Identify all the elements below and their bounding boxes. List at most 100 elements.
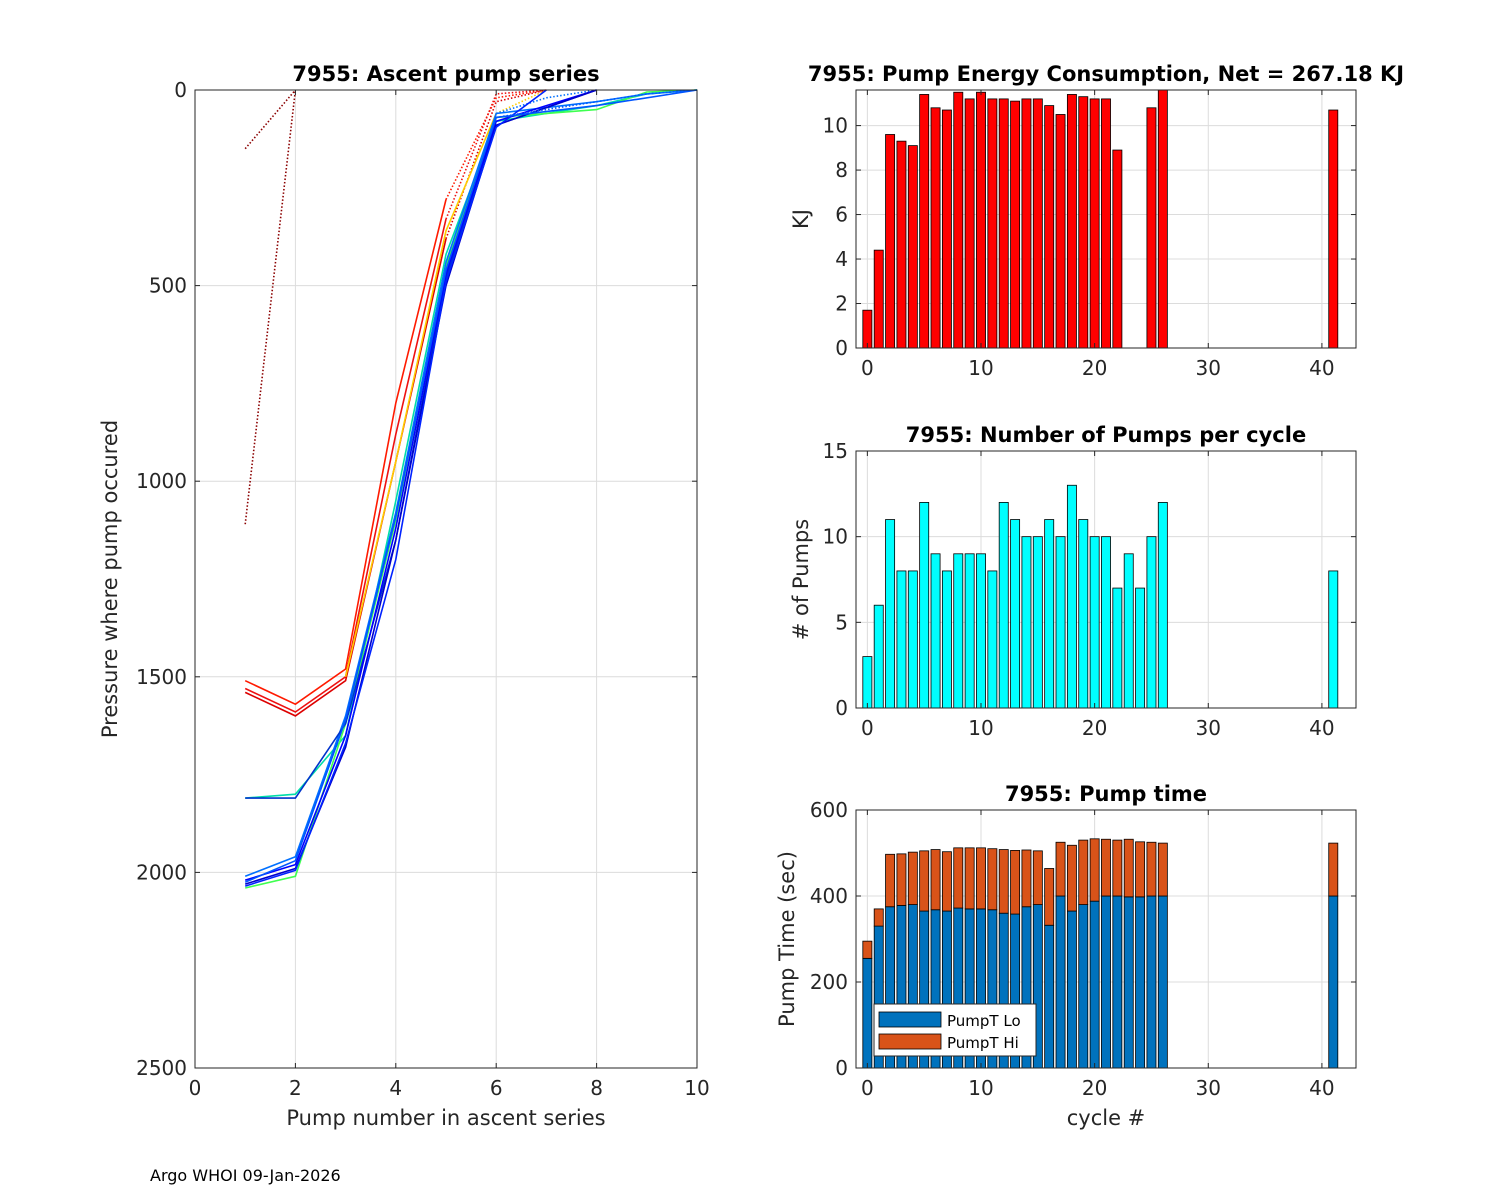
series-group [244,89,698,889]
bar-cycle-16 [1044,105,1055,349]
bar-cycle-24 [1135,587,1146,709]
series-line-c6d [495,89,547,115]
bar-cycle-3 [896,570,907,709]
bar-pumpt-hi-cycle-21 [1101,838,1111,897]
y-tick-label: 500 [149,274,187,298]
bar-cycle-20 [1089,98,1100,349]
series-line-c3d [445,89,547,200]
y-tick-label: 0 [835,336,848,360]
x-tick-label: 40 [1309,1076,1334,1100]
bar-cycle-15 [1032,536,1043,709]
bar-pumpt-hi-cycle-15 [1032,850,1043,905]
bar-pumpt-hi-cycle-5 [919,850,930,912]
x-tick-label: 10 [968,1076,993,1100]
bar-cycle-15 [1032,98,1043,349]
bar-cycle-10 [976,553,986,709]
y-tick-label: 5 [835,610,848,634]
bars-group [862,89,1339,349]
bar-pumpt-hi-cycle-3 [896,853,907,906]
x-tick-label: 10 [968,356,993,380]
bar-pumpt-lo-cycle-20 [1089,900,1100,1069]
bar-cycle-9 [964,553,975,709]
bar-pumpt-hi-cycle-11 [987,848,998,911]
y-tick-label: 600 [810,798,848,822]
bar-pumpt-lo-cycle-41 [1328,895,1339,1069]
bar-cycle-19 [1078,96,1089,349]
y-tick-label: 0 [174,78,187,102]
chart-title: 7955: Ascent pump series [292,62,599,86]
bar-cycle-1 [873,249,884,349]
x-tick-label: 6 [490,1076,503,1100]
y-tick-label: 1000 [136,469,187,493]
bar-cycle-6 [930,553,941,709]
bar-pumpt-lo-cycle-23 [1123,896,1134,1069]
series-line-c1 [244,89,297,525]
bar-pumpt-hi-cycle-23 [1123,838,1134,898]
legend-label-1: PumpT Hi [947,1034,1019,1052]
legend-label-0: PumpT Lo [947,1012,1021,1030]
bar-pumpt-lo-cycle-22 [1112,895,1123,1069]
y-tick-label: 2 [835,292,848,316]
y-axis-label: # of Pumps [789,519,813,641]
x-tick-label: 0 [861,716,874,740]
x-tick-label: 2 [289,1076,302,1100]
bar-cycle-4 [907,145,918,349]
y-tick-label: 0 [835,696,848,720]
bar-pumpt-lo-cycle-25 [1146,895,1157,1069]
bar-cycle-17 [1055,114,1066,349]
bar-cycle-16 [1044,519,1055,709]
series-line-c3 [244,199,447,706]
bar-cycle-14 [1021,98,1032,349]
series-line-c13 [244,89,547,887]
y-tick-label: 8 [835,158,848,182]
bar-pumpt-hi-cycle-18 [1066,844,1077,912]
bar-pumpt-hi-cycle-12 [998,849,1009,914]
legend: PumpT Lo PumpT Hi [873,1003,1037,1057]
bar-pumpt-hi-cycle-10 [976,847,986,910]
bar-cycle-13 [1010,100,1021,349]
y-tick-label: 10 [823,525,848,549]
x-axis-label: Pump number in ascent series [286,1106,605,1130]
bar-cycle-22 [1112,587,1123,709]
bar-cycle-21 [1101,536,1111,709]
bar-cycle-19 [1078,519,1089,709]
y-axis-label: Pump Time (sec) [775,851,799,1027]
x-axis-label: cycle # [1067,1106,1146,1130]
x-tick-label: 40 [1309,716,1334,740]
bar-cycle-25 [1146,107,1157,349]
y-axis-label: KJ [789,209,813,229]
x-tick-label: 0 [861,356,874,380]
bar-pumpt-hi-cycle-41 [1328,842,1339,897]
x-tick-label: 8 [590,1076,603,1100]
bar-pumpt-hi-cycle-0 [862,940,873,959]
bar-pumpt-hi-cycle-19 [1078,839,1089,905]
bar-cycle-11 [987,570,998,709]
y-tick-label: 1500 [136,665,187,689]
y-tick-label: 200 [810,970,848,994]
bar-cycle-41 [1328,570,1339,709]
chart-title: 7955: Pump time [1005,782,1207,806]
bar-cycle-7 [941,109,952,349]
chart-title: 7955: Pump Energy Consumption, Net = 267… [808,62,1404,86]
bar-cycle-25 [1146,536,1157,709]
bar-pumpt-hi-cycle-25 [1146,841,1157,897]
bar-pumpt-hi-cycle-20 [1089,838,1100,902]
bar-pumpt-hi-cycle-7 [941,851,952,912]
legend-swatch-0 [878,1011,942,1028]
x-tick-label: 20 [1082,356,1107,380]
bar-cycle-17 [1055,536,1066,709]
series-line-c4d [445,89,547,220]
bar-cycle-0 [862,656,873,709]
bar-pumpt-lo-cycle-19 [1078,904,1089,1069]
bar-cycle-5 [919,501,930,709]
y-tick-label: 2500 [136,1056,187,1080]
bar-cycle-14 [1021,536,1032,709]
bar-pumpt-hi-cycle-16 [1044,868,1055,926]
bar-cycle-41 [1328,109,1339,349]
bar-cycle-0 [862,309,873,349]
bar-cycle-12 [998,501,1009,709]
bar-cycle-2 [885,134,896,349]
y-tick-label: 15 [823,439,848,463]
bar-cycle-3 [896,140,907,349]
